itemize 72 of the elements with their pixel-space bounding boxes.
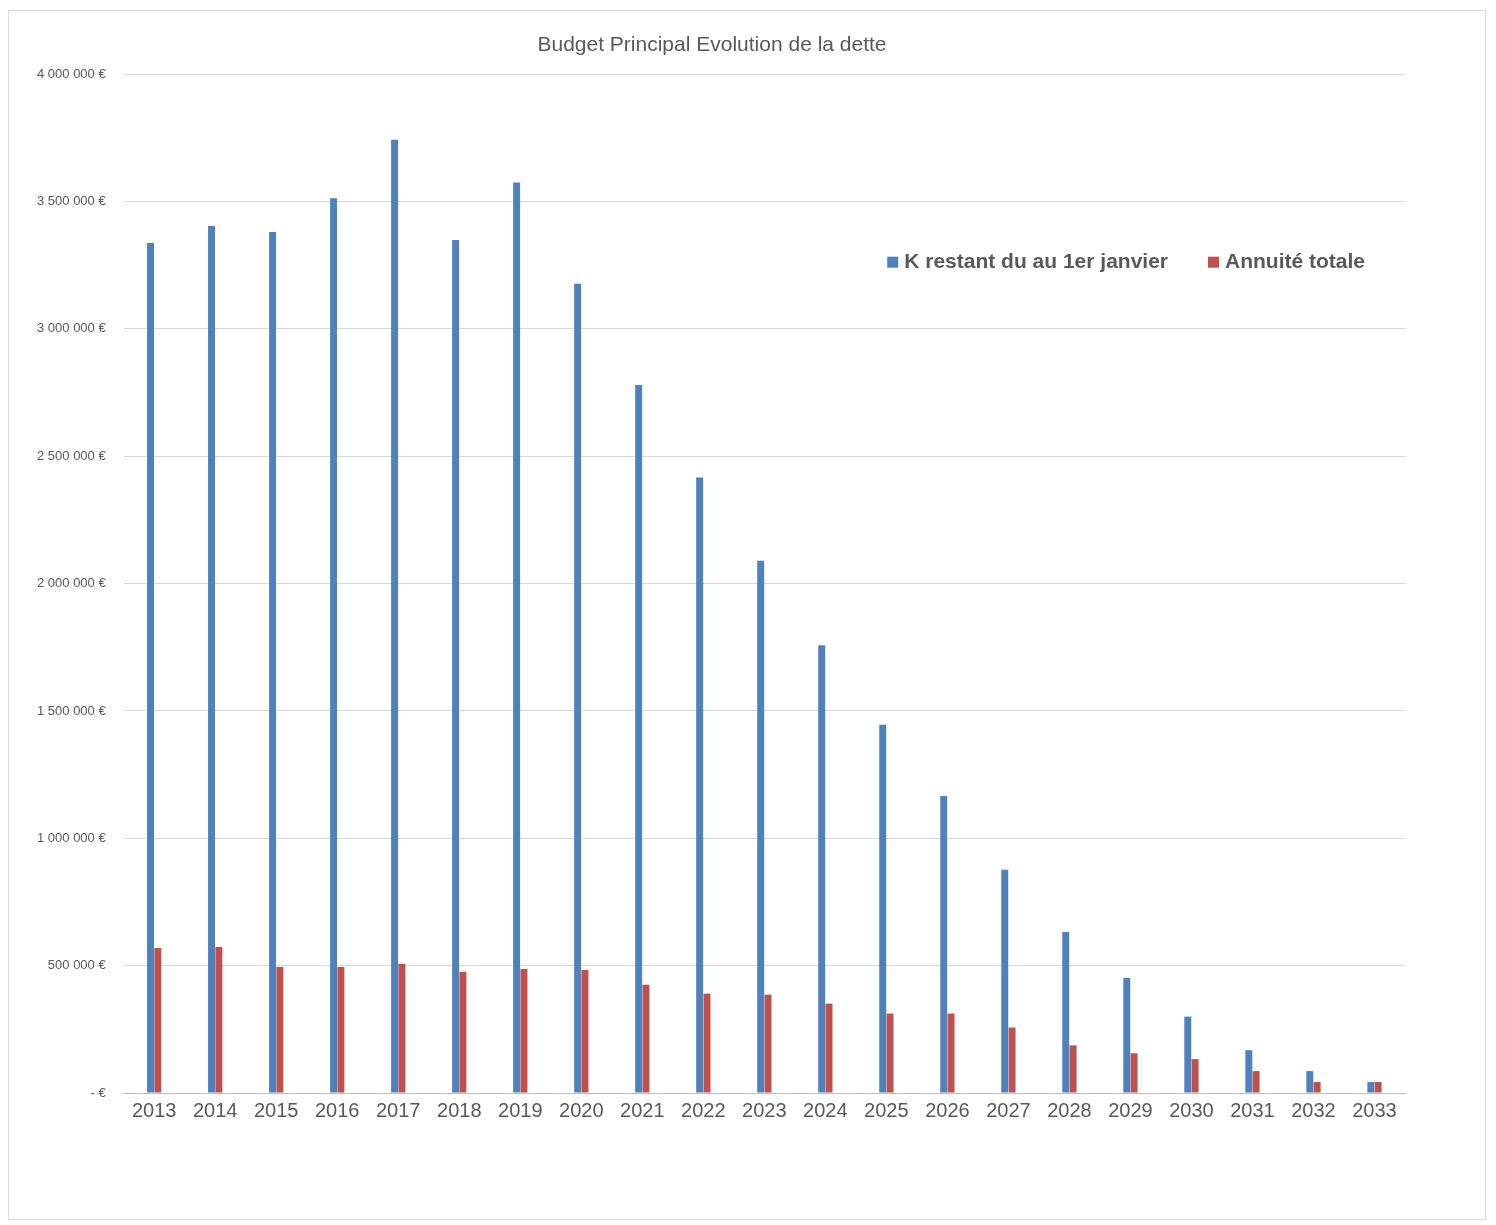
bar xyxy=(1374,1082,1382,1093)
x-tick-label: 2027 xyxy=(986,1098,1031,1121)
x-tick-label: 2032 xyxy=(1291,1098,1336,1121)
bar xyxy=(1069,1045,1077,1093)
x-tick-label: 2013 xyxy=(131,1098,177,1121)
y-tick-label: 1 500 000 € xyxy=(36,702,107,718)
bar xyxy=(330,198,338,1093)
y-tick-label: 4 000 000 € xyxy=(36,65,107,81)
bar xyxy=(757,560,765,1093)
y-tick-label: 3 000 000 € xyxy=(36,320,107,336)
x-tick-label: 2031 xyxy=(1230,1098,1275,1121)
bar xyxy=(398,963,406,1093)
bar xyxy=(269,232,277,1093)
bar xyxy=(1008,1027,1016,1093)
x-tick-label: 2028 xyxy=(1047,1098,1092,1121)
x-tick-label: 2025 xyxy=(864,1098,909,1121)
y-tick-label: 3 500 000 € xyxy=(36,193,107,209)
bar xyxy=(337,966,345,1093)
bar xyxy=(947,1013,955,1093)
bar xyxy=(1062,932,1070,1093)
bar xyxy=(459,971,467,1093)
bar xyxy=(1367,1082,1375,1093)
y-tick-label: 2 000 000 € xyxy=(36,575,107,591)
bar xyxy=(154,948,162,1093)
bar xyxy=(1306,1071,1314,1093)
bar xyxy=(1245,1050,1253,1093)
x-tick-label: 2026 xyxy=(925,1098,970,1121)
x-tick-label: 2023 xyxy=(742,1098,787,1121)
bar xyxy=(940,796,948,1093)
y-tick-label: 1 000 000 € xyxy=(36,829,107,845)
bar xyxy=(1001,869,1009,1093)
x-tick-label: 2021 xyxy=(620,1098,665,1121)
x-tick-label: 2020 xyxy=(559,1098,604,1121)
bar xyxy=(147,243,154,1093)
x-tick-label: 2019 xyxy=(498,1098,543,1121)
bar xyxy=(452,240,460,1093)
bar xyxy=(635,384,643,1093)
x-tick-label: 2022 xyxy=(681,1098,726,1121)
y-tick-label: - € xyxy=(90,1084,107,1100)
y-tick-label: 500 000 € xyxy=(47,957,107,973)
x-tick-label: 2015 xyxy=(253,1098,299,1121)
bar xyxy=(1252,1071,1260,1093)
bar xyxy=(818,645,826,1093)
x-tick-label: 2029 xyxy=(1108,1098,1153,1121)
bar xyxy=(1184,1016,1192,1093)
x-tick-label: 2030 xyxy=(1169,1098,1214,1121)
bar xyxy=(1123,977,1131,1093)
bar xyxy=(276,966,284,1093)
chart-title: Budget Principal Evolution de la dette xyxy=(537,32,887,56)
legend-label: Annuité totale xyxy=(1225,249,1365,272)
legend-label: K restant du au 1er janvier xyxy=(904,249,1169,272)
bar xyxy=(513,182,521,1093)
bar xyxy=(1191,1059,1199,1093)
bar xyxy=(1130,1053,1138,1093)
y-tick-label: 2 500 000 € xyxy=(36,447,107,463)
x-tick-label: 2033 xyxy=(1352,1098,1397,1121)
x-tick-label: 2018 xyxy=(437,1098,482,1121)
bar xyxy=(642,984,650,1093)
x-tick-label: 2024 xyxy=(803,1098,848,1121)
x-tick-label: 2016 xyxy=(314,1098,360,1121)
x-tick-label: 2017 xyxy=(375,1098,421,1121)
bar xyxy=(208,226,216,1093)
bar xyxy=(520,968,528,1093)
bar xyxy=(696,477,704,1093)
bar xyxy=(574,283,582,1093)
bar xyxy=(581,969,589,1093)
x-tick-label: 2014 xyxy=(192,1098,238,1121)
bar xyxy=(215,947,223,1093)
bar xyxy=(391,139,399,1093)
bar xyxy=(886,1013,894,1093)
bar xyxy=(1313,1082,1321,1093)
bar xyxy=(879,724,887,1093)
